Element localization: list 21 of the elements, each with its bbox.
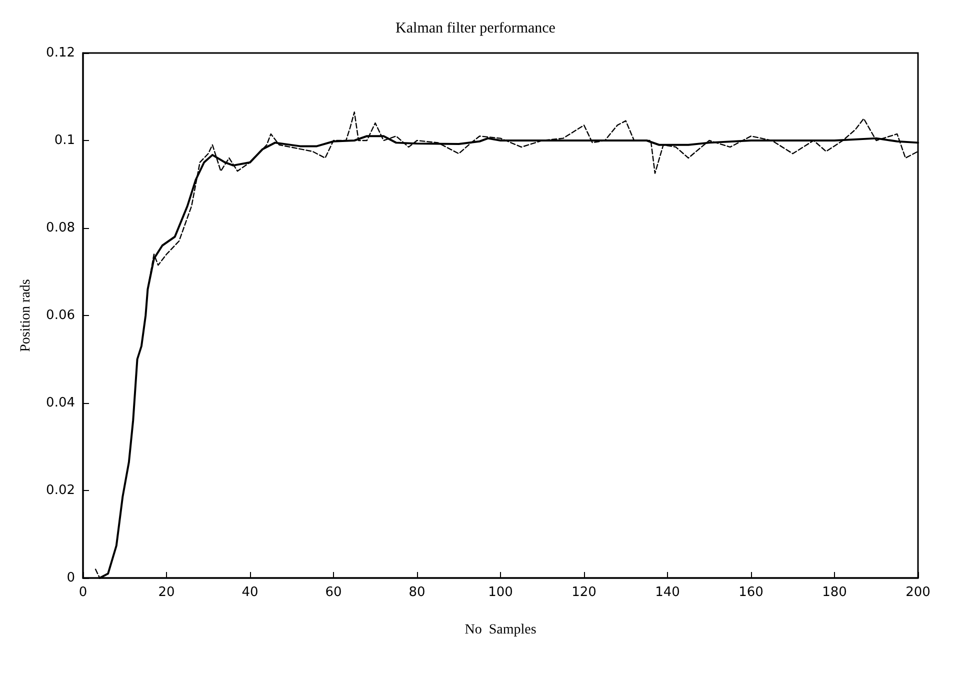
y-tick-label: 0.04 (46, 396, 75, 410)
x-tick-label: 120 (572, 585, 596, 600)
y-tick-label: 0.08 (46, 220, 75, 236)
y-tick-label: 0 (66, 570, 75, 586)
x-tick-label: 100 (488, 585, 513, 600)
x-tick-label: 0 (78, 585, 88, 600)
x-tick-label: 160 (738, 585, 764, 600)
chart-title: Kalman filter performance (396, 20, 556, 36)
x-tick-label: 80 (408, 585, 426, 600)
y-tick-label: 0.12 (46, 46, 75, 60)
y-axis-title: Position rads (18, 279, 34, 352)
x-tick-label: 140 (655, 585, 680, 600)
x-tick-label: 180 (822, 585, 847, 600)
x-axis-title: No Samples (464, 622, 536, 638)
y-tick-label: 0.1 (54, 133, 75, 148)
y-tick-label: 0.06 (46, 308, 75, 323)
x-tick-label: 60 (325, 585, 342, 600)
x-tick-label: 20 (158, 585, 175, 600)
x-tick-label: 200 (906, 585, 930, 600)
x-tick-label: 40 (242, 585, 258, 600)
y-tick-label: 0.02 (46, 483, 75, 498)
